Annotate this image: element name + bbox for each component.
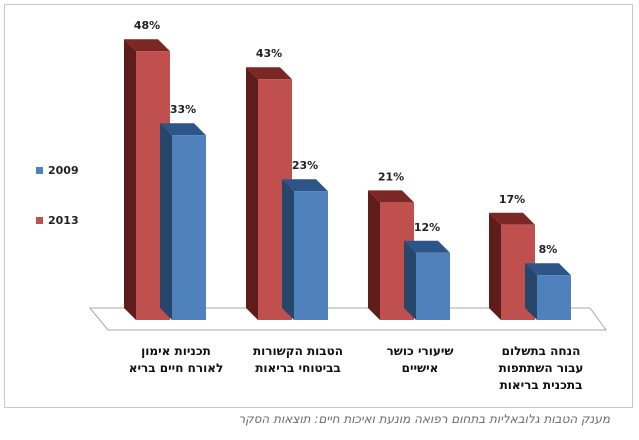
- bar-2009-0-front: [172, 135, 206, 320]
- bar-2013-0-side: [124, 39, 136, 320]
- data-label-2009-2: 12%: [414, 221, 440, 234]
- bar-2009-0: [160, 123, 206, 320]
- bar-2009-0-side: [160, 123, 172, 320]
- category-label-3-1: עבור השתתפות: [499, 361, 584, 375]
- chart-caption: מענק הטבות גלובאליות בתחום רפואה מונעת ו…: [238, 412, 610, 426]
- bar-2013-3-top: [489, 212, 535, 225]
- bar-2009-2: [404, 240, 450, 320]
- bar-2009-3: [525, 263, 571, 320]
- legend-swatch-2009: [36, 167, 43, 174]
- legend-label-2013: 2013: [48, 214, 79, 227]
- bar-2013-3-side: [489, 212, 501, 320]
- bar-2013-1-top: [246, 67, 292, 80]
- data-label-2009-0: 33%: [170, 103, 196, 116]
- category-label-1-1: בביטוחי בריאות: [255, 361, 341, 375]
- data-label-2013-1: 43%: [256, 47, 282, 60]
- data-label-2009-1: 23%: [292, 159, 318, 172]
- category-label-2-0: שיעורי כושר: [387, 344, 454, 358]
- bar-2009-2-front: [416, 252, 450, 320]
- category-label-1-0: הטבות הקשורות: [253, 344, 343, 358]
- bar-chart: 48% 33% תכניות אימון לאורח חיים בריא 43% 23% ה…: [36, 19, 607, 392]
- data-label-2013-0: 48%: [134, 19, 160, 32]
- bar-2013-2-side: [368, 190, 380, 320]
- bar-2009-3-front: [537, 275, 571, 320]
- bar-2009-1: [282, 179, 328, 320]
- bar-2013-1-side: [246, 67, 258, 320]
- legend-swatch-2013: [36, 217, 43, 224]
- category-label-0-1: לאורח חיים בריא: [129, 361, 223, 375]
- bar-2009-3-top: [525, 263, 571, 276]
- legend-label-2009: 2009: [48, 164, 79, 177]
- data-label-2013-2: 21%: [378, 170, 404, 183]
- data-label-2009-3: 8%: [539, 243, 558, 256]
- bar-2009-1-side: [282, 179, 294, 320]
- category-label-0-0: תכניות אימון: [141, 344, 211, 358]
- category-label-3-2: בתכנית בריאות: [500, 378, 583, 392]
- bar-2013-0-top: [124, 39, 170, 52]
- bar-2009-2-side: [404, 240, 416, 320]
- bar-2009-0-top: [160, 123, 206, 136]
- bar-2009-1-front: [294, 191, 328, 320]
- category-label-2-1: אישיים: [402, 361, 439, 375]
- bar-2009-2-top: [404, 240, 450, 253]
- bar-2013-2-top: [368, 190, 414, 203]
- data-label-2013-3: 17%: [499, 193, 525, 206]
- bar-2009-3-side: [525, 263, 537, 320]
- category-label-3-0: הנחה בתשלום: [502, 344, 581, 358]
- bar-2009-1-top: [282, 179, 328, 192]
